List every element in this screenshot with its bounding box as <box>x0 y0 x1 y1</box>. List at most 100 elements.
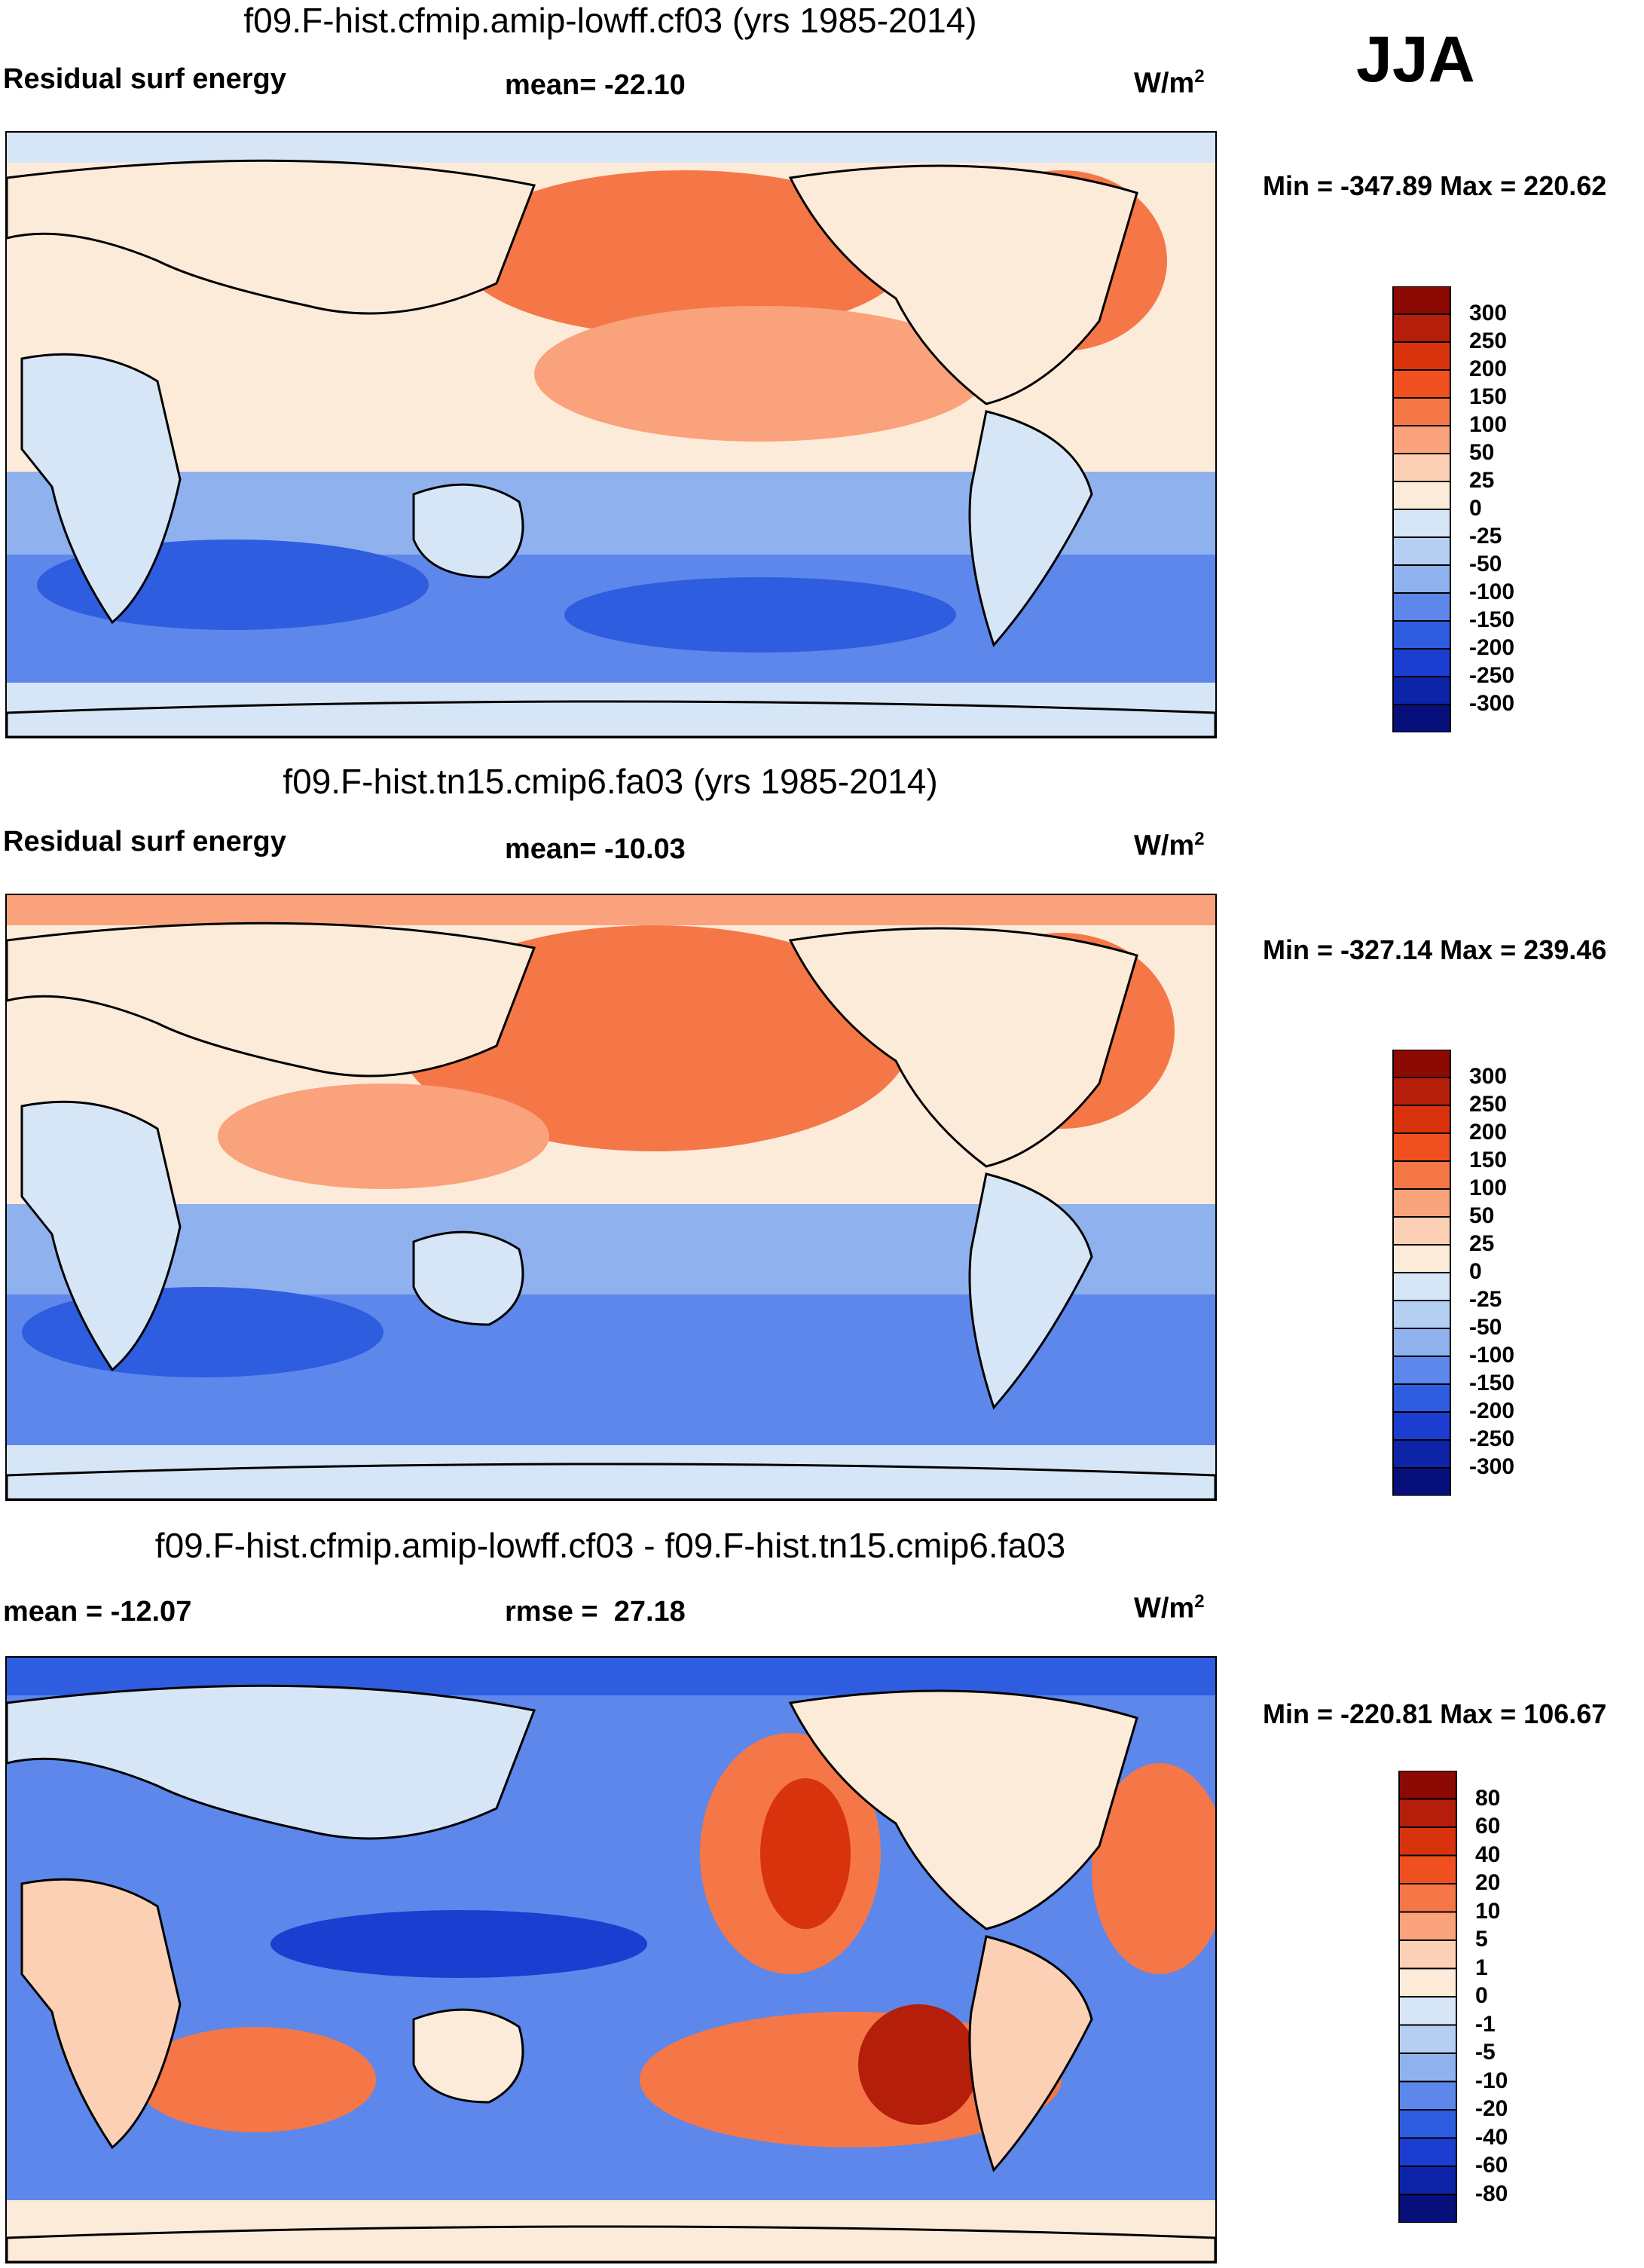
ocean-field <box>858 2004 979 2125</box>
panel-2-colorbar <box>1392 1049 1452 1499</box>
panel-3-units: W/m2 <box>1134 1591 1205 1625</box>
colorbar-swatch <box>1392 425 1451 454</box>
colorbar-tick-label: 150 <box>1469 1148 1508 1172</box>
landmass-africa <box>20 1878 182 2150</box>
panel-1-units: W/m2 <box>1134 66 1205 99</box>
landmass-antarctica <box>7 1463 1215 1499</box>
colorbar-swatch <box>1398 1996 1457 2026</box>
colorbar-swatch <box>1392 1105 1451 1134</box>
colorbar-tick-label: -50 <box>1469 1315 1502 1340</box>
panel-3-mean-label: mean = -12.07 <box>3 1596 192 1628</box>
colorbar-tick-label: -50 <box>1469 552 1502 576</box>
panel-1-map <box>5 131 1217 738</box>
colorbar-swatch <box>1392 1356 1451 1385</box>
ocean-field <box>399 925 911 1151</box>
colorbar-swatch <box>1392 286 1451 315</box>
colorbar-tick-label: 25 <box>1469 468 1495 493</box>
panel-3-colorbar <box>1398 1770 1458 2227</box>
colorbar-tick-label: 200 <box>1469 356 1508 381</box>
colorbar-tick-label: 0 <box>1469 1259 1482 1284</box>
colorbar-tick-label: -40 <box>1475 2124 1508 2150</box>
landmass-antarctica <box>7 700 1215 737</box>
colorbar-swatch <box>1398 1854 1457 1884</box>
ocean-field <box>135 2027 376 2132</box>
colorbar-tick-label: -250 <box>1469 663 1515 688</box>
landmass-eurasia <box>7 1684 536 1840</box>
landmass-north-america <box>788 164 1138 405</box>
colorbar-swatch <box>1392 453 1451 482</box>
colorbar-tick-label: -300 <box>1469 691 1515 716</box>
colorbar-swatch <box>1392 648 1451 677</box>
ocean-field <box>1092 1763 1215 1974</box>
panel-1-colorbar-svg <box>1392 286 1451 733</box>
colorbar-swatch <box>1398 1967 1457 1997</box>
landmass-africa <box>20 1100 182 1372</box>
season-label: JJA <box>1356 23 1475 96</box>
panel-1-map-svg <box>7 133 1215 737</box>
colorbar-swatch <box>1392 341 1451 371</box>
panel-1-colorbar <box>1392 286 1452 736</box>
colorbar-tick-label: -150 <box>1469 1371 1515 1395</box>
colorbar-tick-label: -20 <box>1475 2096 1508 2121</box>
landmass-south-america <box>968 1172 1093 1410</box>
panel-3-map-svg <box>7 1658 1215 2262</box>
landmass-australia <box>412 2008 524 2104</box>
panel-1-left-label: Residual surf energy <box>3 63 286 95</box>
colorbar-swatch <box>1392 1467 1451 1496</box>
ocean-field <box>459 170 911 336</box>
panel-2-minmax: Min = -327.14 Max = 239.46 <box>1263 934 1607 965</box>
colorbar-swatch <box>1392 564 1451 594</box>
ocean-field <box>534 306 986 442</box>
colorbar-tick-label: -25 <box>1469 1287 1502 1312</box>
colorbar-tick-label: -300 <box>1469 1454 1515 1479</box>
colorbar-tick-label: -1 <box>1475 2011 1496 2037</box>
colorbar-tick-label: 50 <box>1469 1203 1495 1228</box>
colorbar-tick-label: -250 <box>1469 1426 1515 1451</box>
landmass-australia <box>412 1230 524 1326</box>
colorbar-swatch <box>1392 592 1451 622</box>
panel-3-rmse-label: rmse = 27.18 <box>505 1596 686 1628</box>
panel-2-colorbar-svg <box>1392 1049 1451 1496</box>
colorbar-swatch <box>1392 1077 1451 1106</box>
map-band <box>7 133 1215 163</box>
colorbar-tick-label: 10 <box>1475 1898 1501 1924</box>
panel-2-title: f09.F-hist.tn15.cmip6.fa03 (yrs 1985-201… <box>283 762 938 801</box>
panel-2-colorbar-labels: 300 250 200 150 100 50 25 0 -25 -50 -100 -150 -200 -2… <box>1469 1050 1560 1502</box>
colorbar-swatch <box>1392 1439 1451 1469</box>
colorbar-tick-label: 5 <box>1475 1927 1488 1952</box>
colorbar-tick-label: 200 <box>1469 1120 1508 1145</box>
ocean-field <box>564 577 956 653</box>
panel-2-map-svg <box>7 895 1215 1499</box>
ocean-field <box>760 1778 851 1929</box>
colorbar-swatch <box>1392 1132 1451 1162</box>
panel-3-map <box>5 1656 1217 2263</box>
colorbar-swatch <box>1398 1883 1457 1913</box>
colorbar-tick-label: -5 <box>1475 2040 1496 2065</box>
colorbar-tick-label: 0 <box>1475 1983 1488 2008</box>
colorbar-swatch <box>1392 1300 1451 1329</box>
colorbar-swatch <box>1398 1939 1457 1970</box>
colorbar-tick-label: -80 <box>1475 2181 1508 2206</box>
colorbar-tick-label: -100 <box>1469 579 1515 604</box>
colorbar-tick-label: 0 <box>1469 496 1482 521</box>
ocean-field <box>270 1910 647 1978</box>
colorbar-swatch <box>1392 676 1451 705</box>
landmass-south-america <box>968 410 1093 647</box>
colorbar-tick-label: -200 <box>1469 1398 1515 1423</box>
colorbar-tick-label: -25 <box>1469 524 1502 549</box>
colorbar-swatch <box>1398 1911 1457 1941</box>
colorbar-tick-label: 100 <box>1469 412 1508 437</box>
colorbar-swatch <box>1392 704 1451 733</box>
landmass-africa <box>20 353 182 625</box>
colorbar-tick-label: -200 <box>1469 635 1515 660</box>
panel-1-colorbar-labels: 300 250 200 150 100 50 25 0 -25 -50 -100 -150 -200 -2… <box>1469 286 1560 738</box>
panel-2-units: W/m2 <box>1134 829 1205 862</box>
colorbar-swatch <box>1398 1798 1457 1828</box>
colorbar-tick-label: -100 <box>1469 1343 1515 1368</box>
colorbar-tick-label: 60 <box>1475 1814 1501 1839</box>
panel-2-mean-label: mean= -10.03 <box>505 833 686 865</box>
colorbar-tick-label: 250 <box>1469 329 1508 353</box>
colorbar-swatch <box>1392 620 1451 650</box>
landmass-south-america <box>968 1935 1093 2172</box>
panel-1-title: f09.F-hist.cfmip.amip-lowff.cf03 (yrs 19… <box>243 1 977 40</box>
